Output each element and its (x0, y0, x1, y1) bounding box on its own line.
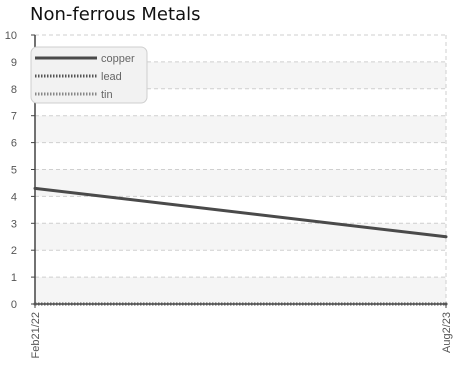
y-tick-label: 0 (11, 299, 17, 311)
y-tick-label: 1 (11, 272, 17, 284)
y-tick-label: 4 (11, 191, 17, 203)
y-tick-label: 2 (11, 245, 17, 257)
chart-title: Non-ferrous Metals (30, 4, 201, 25)
grid-band (35, 277, 446, 304)
legend-label-tin: tin (101, 89, 113, 101)
grid-band (35, 169, 446, 197)
grid-band (35, 223, 446, 251)
data-point-copper (444, 235, 448, 239)
x-tick-label: Feb21/22 (30, 312, 42, 358)
x-tick-label: Aug2/23 (441, 312, 453, 353)
series-line-copper (34, 186, 447, 239)
y-tick-label: 8 (11, 84, 17, 96)
y-tick-label: 9 (11, 57, 17, 69)
y-tick-label: 6 (11, 138, 17, 150)
grid-band (35, 115, 446, 143)
y-tick-label: 7 (11, 111, 17, 123)
data-point-lead (33, 302, 37, 306)
data-point-lead (444, 302, 448, 306)
data-point-copper (33, 186, 37, 190)
y-tick-label: 3 (11, 218, 17, 230)
y-tick-label: 5 (11, 165, 17, 177)
y-tick-label: 10 (5, 30, 17, 42)
legend-label-copper: copper (101, 53, 135, 65)
legend-label-lead: lead (101, 71, 122, 83)
